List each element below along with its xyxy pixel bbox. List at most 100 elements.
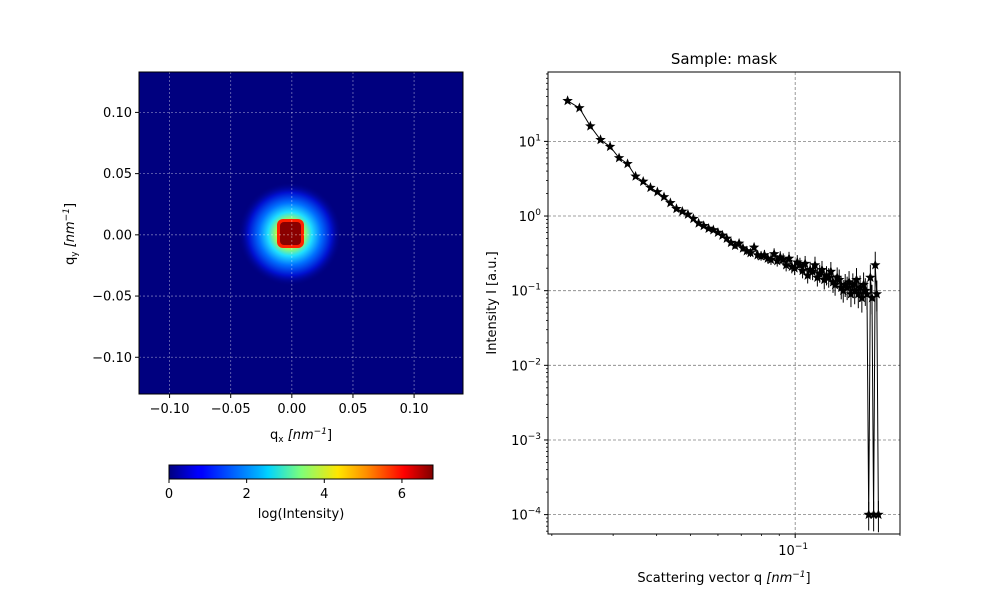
profile-data-point — [630, 170, 641, 181]
profile-y-tick-label: 101 — [519, 133, 541, 150]
profile-data-point — [693, 217, 704, 228]
profile-y-ticks: 101 100 10−1 10−2 10−3 10−4 — [511, 73, 548, 532]
profile-data-point — [809, 259, 821, 270]
profile-data-point — [712, 227, 724, 238]
profile-data-point — [868, 509, 879, 520]
heatmap-y-tick-label: 0.05 — [103, 167, 132, 182]
heatmap-y-tick-label: 0.10 — [103, 106, 132, 121]
profile-data-point — [847, 279, 859, 290]
profile-data-point — [748, 241, 760, 252]
profile-x-axis-label: Scattering vector q [nm−1] — [637, 570, 810, 586]
colorbar: 0 2 4 6 log(Intensity) — [165, 464, 434, 522]
profile-data-point — [708, 224, 719, 235]
profile-data-point — [827, 276, 839, 287]
profile-data-point — [816, 264, 828, 275]
profile-data-point — [574, 102, 585, 113]
colorbar-tick-label: 4 — [320, 487, 328, 502]
profile-data-point — [839, 279, 851, 290]
profile-series — [562, 95, 884, 533]
profile-data-point — [858, 279, 869, 290]
profile-data-point — [755, 250, 767, 261]
profile-data-point — [703, 223, 714, 233]
profile-x-tick-label: 10−1 — [778, 542, 808, 559]
profile-data-point — [717, 229, 728, 240]
profile-data-point — [802, 269, 813, 280]
profile-data-point — [783, 252, 795, 263]
profile-data-point — [841, 282, 853, 293]
heatmap-y-axis-label: qy [nm−1] — [62, 203, 80, 265]
profile-panel: Sample: mask 10−1 101 100 10−1 10−2 10−3 10−4… — [485, 50, 901, 586]
profile-data-point — [677, 206, 688, 216]
heatmap-x-ticks: −0.10 −0.05 0.00 0.05 0.10 — [150, 394, 429, 417]
profile-data-point — [836, 282, 847, 293]
profile-data-point — [775, 251, 786, 262]
profile-data-point — [745, 247, 756, 258]
profile-x-ticks: 10−1 — [551, 534, 901, 559]
profile-data-point — [854, 282, 866, 293]
colorbar-ticks: 0 2 4 6 — [165, 479, 406, 502]
heatmap-x-tick-label: 0.10 — [400, 402, 429, 417]
profile-data-point — [658, 191, 670, 202]
heatmap-panel: −0.10 −0.05 0.00 0.05 0.10 0.10 0.05 0.00 −0.05… — [62, 71, 464, 445]
profile-data-point — [698, 220, 709, 231]
profile-data-point — [873, 509, 884, 520]
profile-data-point — [821, 269, 832, 280]
profile-data-point — [797, 265, 808, 276]
profile-data-point — [721, 233, 732, 243]
profile-data-point — [595, 134, 606, 145]
profile-data-point — [741, 245, 752, 256]
profile-y-axis-label: Intensity I [a.u.] — [485, 251, 500, 354]
profile-data-point — [637, 176, 649, 186]
profile-data-point — [863, 509, 874, 520]
profile-data-point — [819, 274, 830, 285]
heatmap-y-ticks: 0.10 0.05 0.00 −0.05 −0.10 — [92, 106, 139, 366]
heatmap-x-tick-label: −0.05 — [211, 402, 251, 417]
heatmap-grid — [139, 72, 463, 394]
profile-data-point — [733, 237, 745, 248]
profile-data-point — [688, 213, 699, 224]
heatmap-x-tick-label: 0.05 — [338, 402, 367, 417]
profile-grid — [548, 72, 900, 534]
profile-data-point — [772, 255, 783, 266]
profile-data-point — [831, 272, 843, 282]
profile-data-point — [866, 292, 878, 303]
colorbar-tick-label: 2 — [243, 487, 251, 502]
colorbar-tick-label: 6 — [398, 487, 406, 502]
profile-data-point — [786, 261, 798, 272]
profile-data-point — [671, 203, 682, 214]
profile-data-point — [765, 254, 777, 265]
profile-data-point — [759, 249, 770, 260]
profile-data-point — [804, 264, 816, 275]
colorbar-gradient — [168, 464, 434, 480]
profile-data-point — [652, 186, 663, 197]
profile-data-point — [849, 285, 860, 296]
profile-data-point — [860, 285, 871, 296]
profile-data-point — [725, 237, 737, 248]
profile-data-point — [823, 272, 834, 282]
profile-title: Sample: mask — [671, 50, 778, 68]
profile-data-point — [870, 259, 881, 270]
profile-data-point — [622, 158, 633, 169]
profile-data-point — [665, 197, 676, 208]
heatmap-x-tick-label: −0.10 — [150, 402, 190, 417]
profile-data-point — [856, 292, 868, 303]
heatmap-x-tick-label: 0.00 — [277, 402, 306, 417]
profile-data-point — [729, 240, 741, 251]
profile-data-point — [645, 182, 656, 193]
profile-data-point — [865, 272, 876, 282]
profile-y-tick-label: 10−1 — [511, 283, 541, 300]
profile-data-point — [794, 259, 806, 270]
profile-data-point — [613, 152, 625, 163]
heatmap-y-tick-label: 0.00 — [103, 228, 132, 243]
profile-data-point — [861, 288, 873, 299]
heatmap-y-tick-label: −0.05 — [92, 290, 132, 305]
profile-y-tick-label: 10−2 — [511, 357, 541, 374]
profile-y-tick-label: 10−3 — [511, 432, 541, 449]
colorbar-tick-label: 0 — [165, 487, 173, 502]
profile-data-point — [807, 266, 818, 277]
profile-data-point — [833, 274, 845, 285]
profile-data-point — [585, 120, 596, 131]
profile-data-point — [838, 285, 849, 296]
profile-data-point — [799, 258, 811, 269]
colorbar-label: log(Intensity) — [258, 507, 345, 522]
